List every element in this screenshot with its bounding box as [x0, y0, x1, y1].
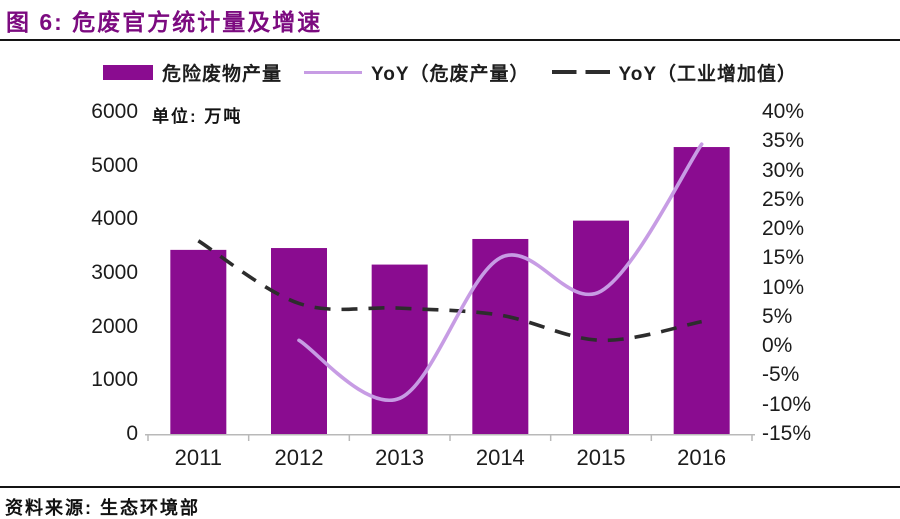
- x-axis-label: 2016: [677, 445, 727, 470]
- right-axis-tick: 5%: [762, 304, 793, 328]
- industrial-yoy-line: [197, 239, 702, 343]
- left-axis-tick: 1000: [91, 368, 138, 392]
- x-axis-label: 2015: [576, 445, 626, 470]
- right-axis-tick: 40%: [762, 100, 805, 123]
- hazardous-yoy-line: [297, 142, 704, 403]
- bar-2016: [673, 147, 730, 435]
- left-axis-tick: 5000: [91, 153, 138, 177]
- bar-2014: [472, 238, 529, 434]
- title-rule: [0, 39, 900, 41]
- legend-item-yoy-line: YoY（危废产量）: [303, 59, 530, 86]
- right-axis-tick: 30%: [762, 158, 805, 182]
- bar-swatch-icon: [102, 64, 153, 80]
- line-swatch-icon: [303, 70, 362, 74]
- chart-legend: 危险废物产量 YoY（危废产量） YoY（工业增加值）: [0, 58, 900, 86]
- right-axis-tick: -5%: [762, 363, 800, 387]
- source-rule: [0, 486, 900, 488]
- left-axis-tick: 2000: [91, 314, 138, 338]
- right-axis-tick: 0%: [762, 334, 793, 358]
- bar-2011: [170, 249, 227, 434]
- left-axis-tick: 4000: [91, 207, 138, 231]
- right-axis-tick: 20%: [762, 217, 805, 241]
- bar-2015: [573, 220, 629, 434]
- left-axis-tick: 6000: [91, 100, 138, 123]
- right-axis-tick: -15%: [762, 422, 812, 445]
- x-axis-label: 2011: [174, 445, 222, 470]
- right-axis-tick: -10%: [762, 392, 812, 416]
- x-axis-label: 2012: [274, 445, 324, 470]
- right-axis-tick: 10%: [762, 275, 805, 299]
- bar-2013: [371, 264, 428, 434]
- legend-label: 危险废物产量: [161, 63, 282, 85]
- right-axis-tick: 35%: [762, 129, 805, 153]
- dashed-line-swatch-icon: [551, 70, 610, 74]
- figure-title: 图 6: 危废官方统计量及增速: [6, 9, 323, 35]
- legend-item-industrial-line: YoY（工业增加值）: [551, 59, 798, 86]
- legend-item-bars: 危险废物产量: [102, 59, 282, 86]
- right-axis-tick: 15%: [762, 246, 805, 270]
- x-axis-label: 2014: [475, 445, 525, 470]
- x-axis-label: 2013: [375, 445, 425, 470]
- source-note: 资料来源: 生态环境部: [5, 498, 200, 518]
- left-axis-tick: 3000: [91, 261, 138, 284]
- legend-label: YoY（工业增加值）: [618, 63, 798, 85]
- right-axis-tick: 25%: [762, 187, 805, 211]
- left-axis-tick: 0: [126, 422, 138, 445]
- legend-label: YoY（危废产量）: [370, 63, 530, 85]
- axis-unit-label: 单位: 万吨: [152, 107, 243, 126]
